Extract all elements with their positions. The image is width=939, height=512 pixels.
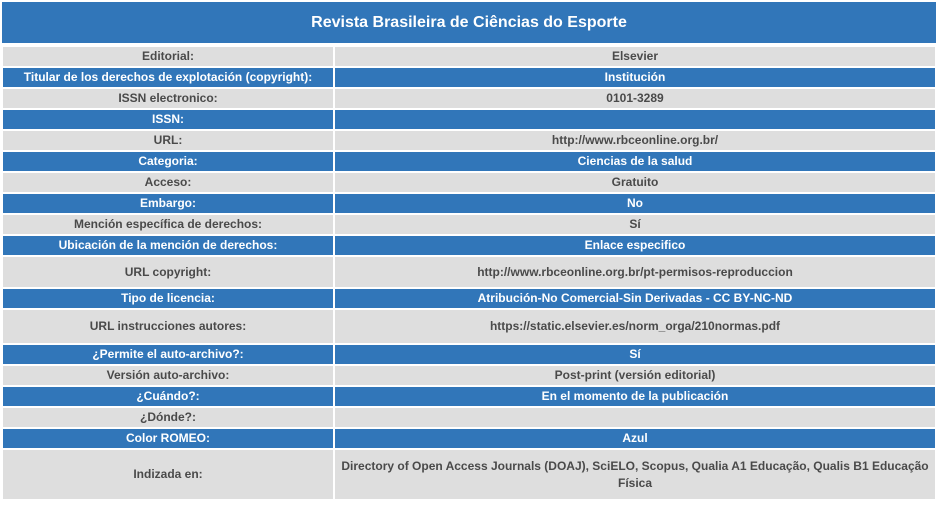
- row-value: Atribución-No Comercial-Sin Derivadas - …: [335, 289, 935, 308]
- row-label: Embargo:: [3, 194, 333, 213]
- row-value: Elsevier: [335, 47, 935, 66]
- table-row: ¿Dónde?:: [3, 408, 935, 427]
- row-value: http://www.rbceonline.org.br/: [335, 131, 935, 150]
- row-value: [335, 110, 935, 129]
- row-label: URL copyright:: [3, 257, 333, 287]
- row-value: En el momento de la publicación: [335, 387, 935, 406]
- row-label: Categoria:: [3, 152, 333, 171]
- table-row: Ubicación de la mención de derechos: Enl…: [3, 236, 935, 255]
- row-value: Institución: [335, 68, 935, 87]
- journal-info-table: Editorial: Elsevier Titular de los derec…: [1, 45, 937, 501]
- table-row: Mención específica de derechos: Sí: [3, 215, 935, 234]
- row-label: Mención específica de derechos:: [3, 215, 333, 234]
- row-value: Ciencias de la salud: [335, 152, 935, 171]
- row-label: ISSN electronico:: [3, 89, 333, 108]
- table-row: Categoria: Ciencias de la salud: [3, 152, 935, 171]
- table-row: ISSN:: [3, 110, 935, 129]
- row-label: ¿Cuándo?:: [3, 387, 333, 406]
- row-value: Gratuito: [335, 173, 935, 192]
- row-label: ¿Dónde?:: [3, 408, 333, 427]
- row-label: Titular de los derechos de explotación (…: [3, 68, 333, 87]
- row-value: Post-print (versión editorial): [335, 366, 935, 385]
- row-label: Editorial:: [3, 47, 333, 66]
- row-value: No: [335, 194, 935, 213]
- table-row: Indizada en: Directory of Open Access Jo…: [3, 450, 935, 499]
- table-row: Acceso: Gratuito: [3, 173, 935, 192]
- row-label: ISSN:: [3, 110, 333, 129]
- row-value: Azul: [335, 429, 935, 448]
- row-value: https://static.elsevier.es/norm_orga/210…: [335, 310, 935, 343]
- table-row: Tipo de licencia: Atribución-No Comercia…: [3, 289, 935, 308]
- row-label: Tipo de licencia:: [3, 289, 333, 308]
- table-row: Embargo: No: [3, 194, 935, 213]
- row-label: Ubicación de la mención de derechos:: [3, 236, 333, 255]
- table-row: Versión auto-archivo: Post-print (versió…: [3, 366, 935, 385]
- row-label: Color ROMEO:: [3, 429, 333, 448]
- row-label: ¿Permite el auto-archivo?:: [3, 345, 333, 364]
- table-row: Titular de los derechos de explotación (…: [3, 68, 935, 87]
- table-row: ¿Cuándo?: En el momento de la publicació…: [3, 387, 935, 406]
- row-label: URL:: [3, 131, 333, 150]
- row-label: URL instrucciones autores:: [3, 310, 333, 343]
- row-value: Sí: [335, 215, 935, 234]
- table-row: URL instrucciones autores: https://stati…: [3, 310, 935, 343]
- row-label: Acceso:: [3, 173, 333, 192]
- table-row: Editorial: Elsevier: [3, 47, 935, 66]
- row-label: Versión auto-archivo:: [3, 366, 333, 385]
- table-row: ¿Permite el auto-archivo?: Sí: [3, 345, 935, 364]
- row-value: Enlace especifico: [335, 236, 935, 255]
- table-row: Color ROMEO: Azul: [3, 429, 935, 448]
- table-row: URL: http://www.rbceonline.org.br/: [3, 131, 935, 150]
- row-value: Sí: [335, 345, 935, 364]
- journal-title: Revista Brasileira de Ciências do Esport…: [2, 2, 936, 43]
- row-value: http://www.rbceonline.org.br/pt-permisos…: [335, 257, 935, 287]
- row-value: [335, 408, 935, 427]
- row-value: 0101-3289: [335, 89, 935, 108]
- row-value: Directory of Open Access Journals (DOAJ)…: [335, 450, 935, 499]
- table-row: URL copyright: http://www.rbceonline.org…: [3, 257, 935, 287]
- row-label: Indizada en:: [3, 450, 333, 499]
- table-row: ISSN electronico: 0101-3289: [3, 89, 935, 108]
